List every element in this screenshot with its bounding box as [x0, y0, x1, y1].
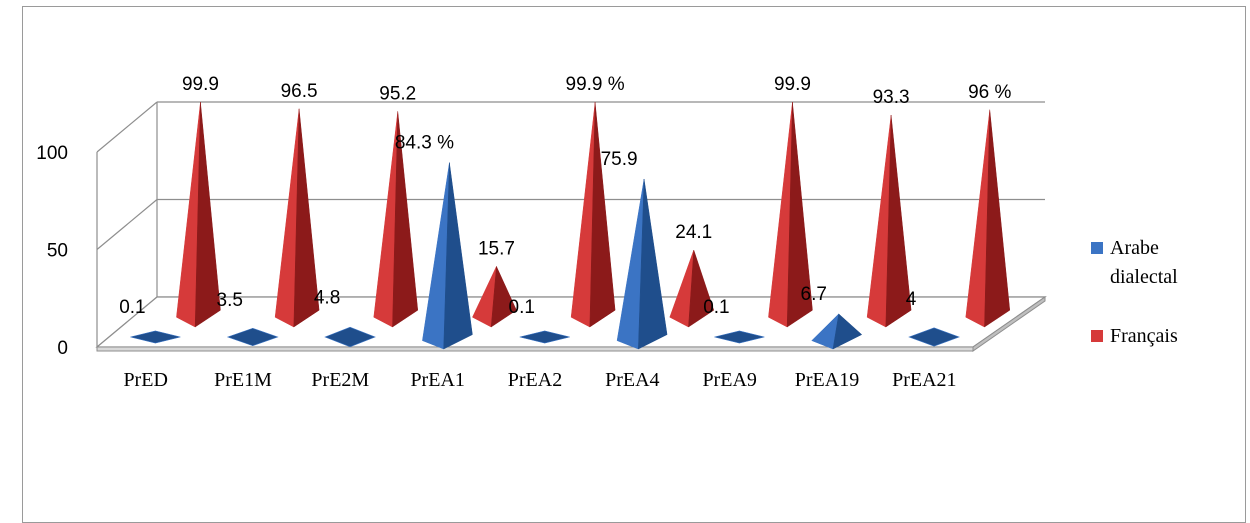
pyramid-francais-prea1 — [472, 265, 517, 328]
pyramid-arabe-pre1m — [226, 327, 279, 347]
pyramid-arabe-prea1 — [422, 162, 473, 350]
side-gridline-50 — [96, 199, 158, 250]
pyramid-arabe-prea2 — [519, 330, 570, 344]
x-tick-prea2: PrEA2 — [508, 369, 562, 391]
floor-right-edge — [972, 296, 1046, 352]
legend-swatch-arabe-dialectal — [1091, 242, 1103, 254]
legend-swatch-francais — [1091, 330, 1103, 342]
legend-label-francais: Français — [1110, 325, 1178, 347]
data-label-francais-prea9: 99.9 — [774, 74, 811, 95]
pyramid-francais-prea4 — [669, 249, 715, 328]
data-label-arabe-pre2m: 4.8 — [314, 288, 340, 309]
pyramid-arabe-pre2m — [324, 326, 376, 348]
pyramid-francais-prea21 — [965, 109, 1011, 328]
series-arabe-pyramids — [130, 162, 960, 350]
x-tick-prea19: PrEA19 — [795, 369, 859, 391]
legend-label-arabe-line1: Arabe — [1110, 237, 1159, 259]
pyramid-arabe-prea21 — [908, 327, 960, 347]
pyramid-arabe-prea9 — [714, 330, 765, 344]
data-label-arabe-prea21: 4 — [906, 289, 917, 310]
data-label-francais-prea2: 99.9 % — [566, 74, 625, 95]
x-tick-prea4: PrEA4 — [605, 369, 659, 391]
data-label-francais-pred: 99.9 — [182, 74, 219, 95]
data-label-arabe-prea19: 6.7 — [801, 284, 827, 305]
pyramid-francais-pred — [176, 102, 221, 328]
y-tick-0: 0 — [57, 338, 68, 359]
y-axis-ticks: 0 50 100 — [36, 143, 68, 359]
pyramid-francais-prea19 — [866, 115, 912, 328]
data-label-arabe-prea9: 0.1 — [703, 297, 729, 318]
data-label-arabe-prea2: 0.1 — [509, 297, 535, 318]
data-label-francais-prea4: 24.1 — [675, 222, 712, 243]
data-label-francais-pre2m: 95.2 — [379, 83, 416, 104]
data-label-arabe-pre1m: 3.5 — [217, 290, 243, 311]
pyramid-francais-pre1m — [274, 108, 320, 328]
data-label-francais-prea1: 15.7 — [478, 238, 515, 259]
y-tick-100: 100 — [36, 143, 68, 164]
x-tick-pred: PrED — [123, 369, 167, 391]
data-label-francais-prea19: 93.3 — [873, 87, 910, 108]
pyramid-arabe-prea4 — [616, 178, 668, 350]
data-labels: 99.9 0.1 96.5 3.5 95.2 4.8 15.7 84.3 % 99.9 % 0.1… — [119, 74, 1011, 318]
x-axis-ticks: PrED PrE1M PrE2M PrEA1 PrEA2 PrEA4 PrEA9 PrEA19… — [123, 369, 956, 391]
pyramid-francais-prea2 — [570, 102, 616, 328]
x-tick-pre2m: PrE2M — [311, 369, 369, 391]
legend-label-arabe-line2: dialectal — [1110, 266, 1178, 288]
series-francais-pyramids — [176, 102, 1011, 328]
legend: Arabe dialectal Français — [1091, 237, 1178, 347]
pyramid-francais-pre2m — [373, 111, 419, 328]
y-tick-50: 50 — [47, 241, 68, 262]
x-tick-prea21: PrEA21 — [892, 369, 956, 391]
x-tick-prea1: PrEA1 — [410, 369, 464, 391]
floor-front-edge — [96, 346, 974, 352]
x-tick-prea9: PrEA9 — [702, 369, 756, 391]
data-label-francais-prea21: 96 % — [968, 82, 1011, 103]
data-label-arabe-prea1: 84.3 % — [395, 133, 454, 154]
data-label-arabe-prea4: 75.9 — [601, 149, 638, 170]
pyramid-francais-prea9 — [768, 102, 813, 328]
side-gridline-100 — [96, 101, 158, 153]
pyramid-arabe-prea19 — [811, 313, 863, 350]
pyramid-arabe-pred — [130, 330, 181, 344]
data-label-francais-pre1m: 96.5 — [281, 81, 318, 102]
x-tick-pre1m: PrE1M — [214, 369, 272, 391]
data-label-arabe-pred: 0.1 — [119, 297, 145, 318]
